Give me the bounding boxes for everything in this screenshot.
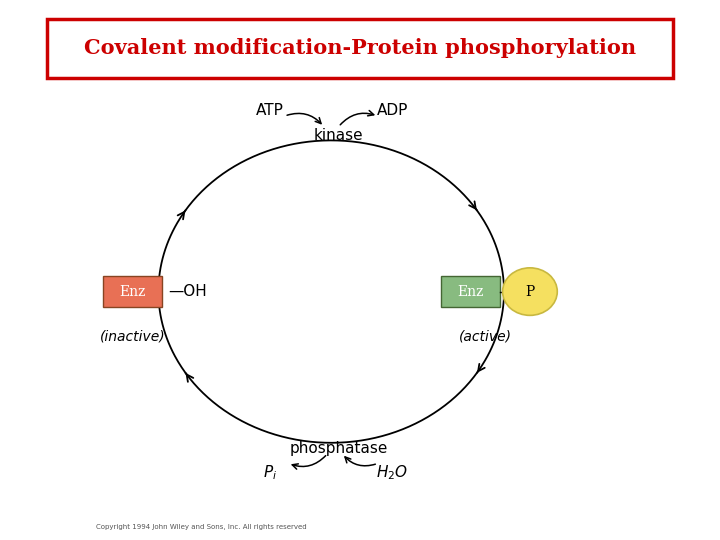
Text: P: P — [526, 285, 534, 299]
FancyBboxPatch shape — [47, 19, 673, 78]
Text: $H_2O$: $H_2O$ — [377, 463, 408, 482]
Text: Enz: Enz — [458, 285, 484, 299]
Text: ATP: ATP — [256, 103, 284, 118]
Text: phosphatase: phosphatase — [289, 441, 387, 456]
Text: Copyright 1994 John Wiley and Sons, Inc. All rights reserved: Copyright 1994 John Wiley and Sons, Inc.… — [96, 523, 307, 530]
Text: —OH: —OH — [168, 284, 207, 299]
Ellipse shape — [503, 268, 557, 315]
Text: Covalent modification-Protein phosphorylation: Covalent modification-Protein phosphoryl… — [84, 37, 636, 58]
Text: (active): (active) — [459, 330, 512, 344]
Text: $P_i$: $P_i$ — [263, 463, 277, 482]
Bar — [441, 276, 500, 307]
Text: kinase: kinase — [314, 127, 363, 143]
Text: Enz: Enz — [120, 285, 145, 299]
Text: (inactive): (inactive) — [99, 330, 166, 344]
Bar — [103, 276, 162, 307]
Text: ADP: ADP — [377, 103, 408, 118]
